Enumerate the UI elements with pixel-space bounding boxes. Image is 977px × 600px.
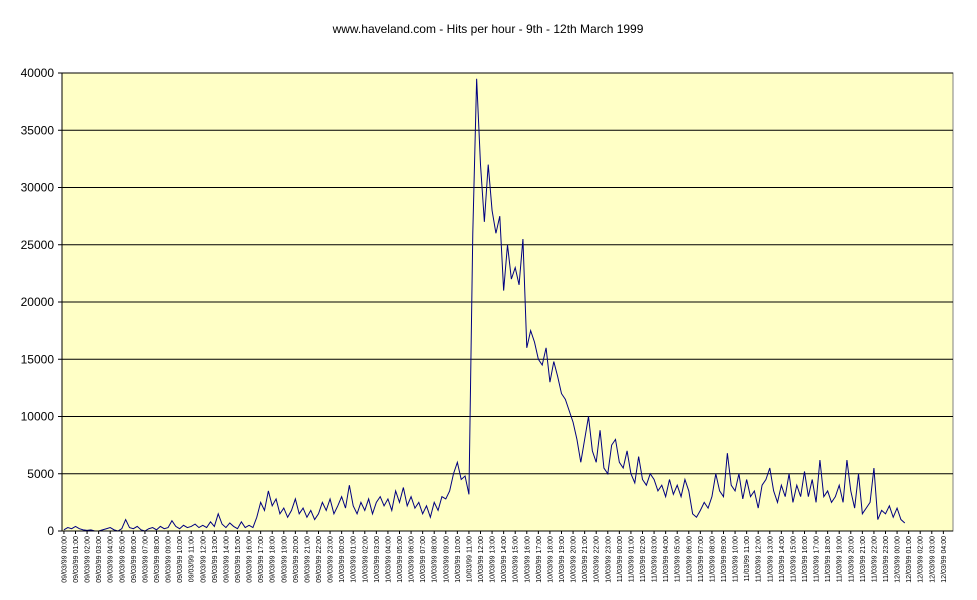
x-tick-label: 10/03/99 13:00 bbox=[490, 536, 497, 583]
y-tick-label: 30000 bbox=[21, 181, 55, 195]
x-tick-label: 11/03/99 18:00 bbox=[825, 536, 832, 582]
x-tick-label: 09/03/99 02:00 bbox=[85, 536, 92, 583]
x-tick-label: 09/03/99 00:00 bbox=[61, 536, 68, 583]
x-tick-label: 11/03/99 19:00 bbox=[837, 536, 844, 582]
y-tick-label: 20000 bbox=[21, 295, 55, 309]
x-tick-label: 09/03/99 23:00 bbox=[328, 536, 335, 583]
x-tick-label: 11/03/99 00:00 bbox=[617, 536, 624, 582]
x-tick-label: 09/03/99 04:00 bbox=[108, 536, 115, 583]
x-tick-label: 09/03/99 11:00 bbox=[189, 536, 196, 582]
x-tick-label: 09/03/99 19:00 bbox=[281, 536, 288, 583]
x-tick-label: 11/03/99 06:00 bbox=[686, 536, 693, 582]
x-tick-label: 10/03/99 09:00 bbox=[443, 536, 450, 583]
x-tick-label: 11/03/99 22:00 bbox=[871, 536, 878, 582]
x-tick-label: 09/03/99 01:00 bbox=[73, 536, 80, 583]
x-tick-label: 10/03/99 10:00 bbox=[455, 536, 462, 583]
x-tick-label: 11/03/99 11:00 bbox=[744, 536, 751, 582]
x-tick-label: 10/03/99 04:00 bbox=[385, 536, 392, 583]
x-tick-label: 12/03/99 04:00 bbox=[941, 536, 948, 583]
x-tick-label: 10/03/99 16:00 bbox=[524, 536, 531, 583]
x-tick-label: 09/03/99 10:00 bbox=[177, 536, 184, 583]
x-tick-label: 10/03/99 18:00 bbox=[547, 536, 554, 583]
line-series bbox=[63, 78, 906, 532]
x-tick-label: 10/03/99 03:00 bbox=[374, 536, 381, 583]
x-tick-label: 09/03/99 09:00 bbox=[166, 536, 173, 583]
x-tick-label: 11/03/99 14:00 bbox=[779, 536, 786, 582]
x-tick-label: 09/03/99 15:00 bbox=[235, 536, 242, 583]
x-tick-label: 10/03/99 23:00 bbox=[605, 536, 612, 583]
x-tick-label: 09/03/99 20:00 bbox=[293, 536, 300, 583]
x-tick-label: 10/03/99 19:00 bbox=[559, 536, 566, 583]
x-tick-label: 11/03/99 08:00 bbox=[709, 536, 716, 582]
x-tick-label: 11/03/99 05:00 bbox=[675, 536, 682, 582]
x-tick-label: 10/03/99 06:00 bbox=[409, 536, 416, 583]
x-tick-label: 12/03/99 01:00 bbox=[906, 536, 913, 583]
x-tick-label: 10/03/99 05:00 bbox=[397, 536, 404, 583]
x-tick-label: 11/03/99 01:00 bbox=[628, 536, 635, 582]
x-tick-label: 10/03/99 07:00 bbox=[420, 536, 427, 583]
x-tick-label: 09/03/99 06:00 bbox=[131, 536, 138, 583]
x-tick-label: 11/03/99 13:00 bbox=[767, 536, 774, 582]
x-tick-label: 11/03/99 23:00 bbox=[883, 536, 890, 582]
x-tick-label: 10/03/99 11:00 bbox=[466, 536, 473, 582]
x-tick-label: 11/03/99 10:00 bbox=[733, 536, 740, 582]
y-tick-label: 15000 bbox=[21, 352, 55, 366]
x-tick-label: 09/03/99 07:00 bbox=[142, 536, 149, 583]
x-tick-label: 11/03/99 12:00 bbox=[756, 536, 763, 582]
x-tick-label: 09/03/99 21:00 bbox=[304, 536, 311, 583]
y-tick-label: 25000 bbox=[21, 238, 55, 252]
x-tick-label: 10/03/99 15:00 bbox=[513, 536, 520, 583]
x-tick-label: 09/03/99 08:00 bbox=[154, 536, 161, 583]
x-tick-label: 09/03/99 05:00 bbox=[119, 536, 126, 583]
x-tick-label: 11/03/99 04:00 bbox=[663, 536, 670, 582]
x-tick-label: 12/03/99 00:00 bbox=[895, 536, 902, 583]
x-tick-label: 09/03/99 16:00 bbox=[247, 536, 254, 583]
x-tick-label: 10/03/99 12:00 bbox=[478, 536, 485, 583]
x-tick-label: 11/03/99 02:00 bbox=[640, 536, 647, 582]
x-tick-label: 11/03/99 21:00 bbox=[860, 536, 867, 582]
x-tick-label: 11/03/99 15:00 bbox=[790, 536, 797, 582]
x-tick-label: 12/03/99 02:00 bbox=[918, 536, 925, 583]
x-tick-label: 10/03/99 01:00 bbox=[351, 536, 358, 583]
x-tick-label: 11/03/99 20:00 bbox=[848, 536, 855, 582]
x-tick-label: 11/03/99 09:00 bbox=[721, 536, 728, 582]
x-tick-label: 10/03/99 08:00 bbox=[432, 536, 439, 583]
x-tick-label: 09/03/99 17:00 bbox=[258, 536, 265, 583]
x-tick-label: 10/03/99 22:00 bbox=[594, 536, 601, 583]
x-tick-label: 09/03/99 03:00 bbox=[96, 536, 103, 583]
x-tick-label: 11/03/99 03:00 bbox=[652, 536, 659, 582]
x-tick-label: 10/03/99 17:00 bbox=[536, 536, 543, 583]
x-tick-label: 11/03/99 17:00 bbox=[814, 536, 821, 582]
x-tick-label: 10/03/99 20:00 bbox=[571, 536, 578, 583]
x-tick-label: 12/03/99 03:00 bbox=[929, 536, 936, 583]
y-tick-label: 5000 bbox=[27, 467, 54, 481]
x-tick-label: 09/03/99 18:00 bbox=[270, 536, 277, 583]
x-tick-label: 11/03/99 16:00 bbox=[802, 536, 809, 582]
x-tick-label: 10/03/99 21:00 bbox=[582, 536, 589, 583]
x-tick-label: 10/03/99 00:00 bbox=[339, 536, 346, 583]
y-tick-label: 35000 bbox=[21, 123, 55, 137]
x-tick-label: 09/03/99 13:00 bbox=[212, 536, 219, 583]
x-tick-label: 11/03/99 07:00 bbox=[698, 536, 705, 582]
x-tick-label: 09/03/99 22:00 bbox=[316, 536, 323, 583]
y-tick-label: 0 bbox=[47, 524, 54, 538]
x-tick-label: 10/03/99 02:00 bbox=[362, 536, 369, 583]
x-tick-label: 10/03/99 14:00 bbox=[501, 536, 508, 583]
y-tick-label: 40000 bbox=[21, 66, 55, 80]
chart-title: www.haveland.com - Hits per hour - 9th -… bbox=[332, 22, 644, 36]
x-tick-label: 09/03/99 14:00 bbox=[223, 536, 230, 583]
x-tick-label: 09/03/99 12:00 bbox=[200, 536, 207, 583]
y-tick-label: 10000 bbox=[21, 410, 55, 424]
